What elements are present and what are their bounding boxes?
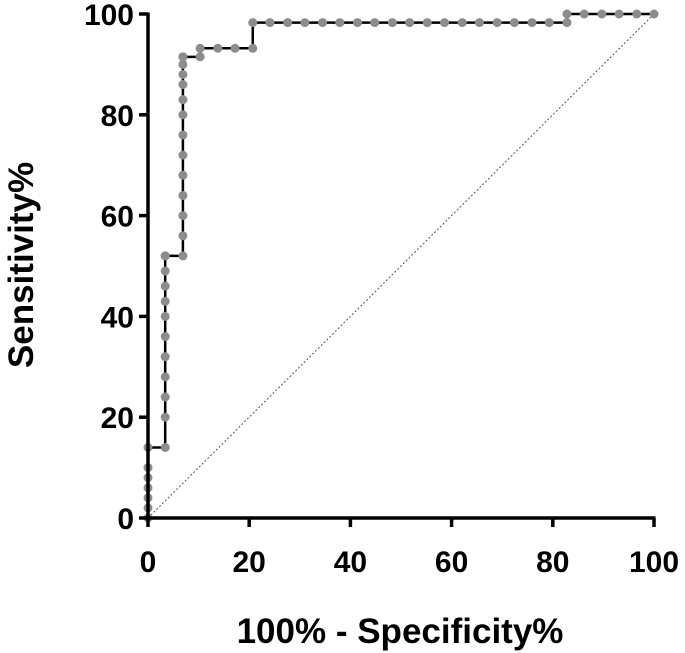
roc-point xyxy=(178,211,188,221)
y-axis-title: Sensitivity% xyxy=(2,162,41,368)
roc-point xyxy=(474,18,484,28)
roc-point xyxy=(283,18,293,28)
y-tick-label: 60 xyxy=(101,201,134,234)
roc-point xyxy=(527,18,537,28)
roc-point xyxy=(318,18,328,28)
x-tick-label: 20 xyxy=(233,546,266,579)
y-tick-label: 100 xyxy=(84,0,134,32)
roc-point xyxy=(178,150,188,160)
roc-point xyxy=(160,392,170,402)
roc-point xyxy=(178,80,188,90)
roc-point xyxy=(562,9,572,19)
roc-point xyxy=(352,18,362,28)
roc-point xyxy=(597,9,607,19)
y-tick-label: 0 xyxy=(117,503,134,536)
roc-point xyxy=(160,412,170,422)
y-tick-label: 40 xyxy=(101,301,134,334)
roc-point xyxy=(160,251,170,261)
roc-point xyxy=(335,18,345,28)
roc-point xyxy=(387,18,397,28)
roc-point xyxy=(178,251,188,261)
roc-point xyxy=(178,52,188,62)
roc-point xyxy=(405,18,415,28)
roc-point xyxy=(649,9,659,19)
roc-point xyxy=(544,18,554,28)
roc-point xyxy=(509,18,519,28)
roc-point xyxy=(248,43,258,53)
roc-point xyxy=(579,9,589,19)
roc-point xyxy=(160,442,170,452)
roc-point xyxy=(248,18,258,28)
x-tick-label: 40 xyxy=(334,546,367,579)
roc-point xyxy=(160,266,170,276)
roc-point xyxy=(195,43,205,53)
roc-point xyxy=(300,18,310,28)
roc-point xyxy=(178,95,188,105)
roc-point xyxy=(265,18,275,28)
roc-point xyxy=(160,296,170,306)
roc-point xyxy=(160,281,170,291)
roc-point xyxy=(492,18,502,28)
axes: 0 20 40 60 80 100 0 20 40 60 80 100 xyxy=(84,0,679,579)
x-tick-label: 100 xyxy=(629,546,679,579)
roc-point xyxy=(370,18,380,28)
roc-point xyxy=(632,9,642,19)
plot-area xyxy=(143,9,659,523)
x-tick-label: 0 xyxy=(140,546,157,579)
roc-point xyxy=(178,69,188,79)
roc-point xyxy=(178,59,188,69)
roc-point xyxy=(440,18,450,28)
roc-point xyxy=(160,311,170,321)
roc-point xyxy=(230,43,240,53)
roc-point xyxy=(614,9,624,19)
x-tick-label: 60 xyxy=(435,546,468,579)
roc-point xyxy=(160,352,170,362)
roc-point xyxy=(457,18,467,28)
x-tick-label: 80 xyxy=(536,546,569,579)
y-tick-label: 20 xyxy=(101,402,134,435)
roc-point xyxy=(178,110,188,120)
roc-point xyxy=(422,18,432,28)
roc-point xyxy=(213,43,223,53)
roc-point xyxy=(160,332,170,342)
x-axis-title: 100% - Specificity% xyxy=(237,612,564,651)
roc-point xyxy=(160,372,170,382)
roc-point xyxy=(562,18,572,28)
roc-point xyxy=(178,130,188,140)
roc-point xyxy=(178,231,188,241)
reference-line xyxy=(147,13,655,519)
y-tick-label: 80 xyxy=(101,100,134,133)
roc-point xyxy=(178,190,188,200)
roc-point xyxy=(195,52,205,62)
roc-point xyxy=(178,170,188,180)
